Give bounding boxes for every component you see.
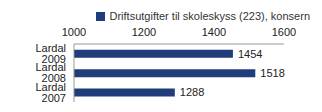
svg-text:1200: 1200 <box>132 26 156 38</box>
svg-text:1600: 1600 <box>272 26 296 38</box>
svg-text:1288: 1288 <box>180 86 204 98</box>
svg-text:1454: 1454 <box>238 48 262 60</box>
svg-text:1518: 1518 <box>260 67 284 79</box>
svg-text:1000: 1000 <box>62 26 86 38</box>
svg-text:Lardal2007: Lardal2007 <box>35 81 66 104</box>
svg-text:1400: 1400 <box>202 26 226 38</box>
